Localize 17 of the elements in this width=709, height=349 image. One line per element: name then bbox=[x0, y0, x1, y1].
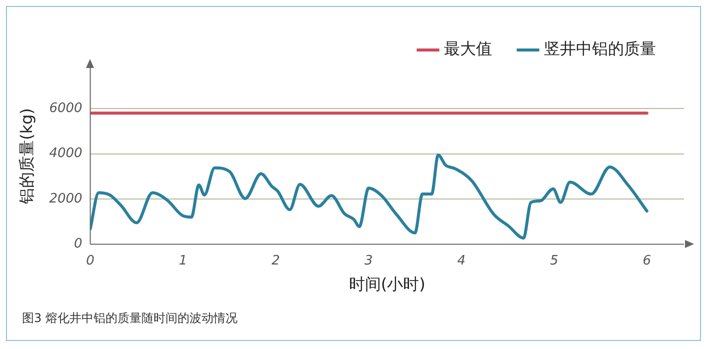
x-tick-label: 6 bbox=[642, 253, 652, 268]
x-tick-label: 5 bbox=[550, 253, 558, 268]
x-tick-label: 1 bbox=[178, 253, 188, 268]
legend-label: 竖井中铝的质量 bbox=[544, 39, 656, 58]
y-axis-title: 铝的质量(kg) bbox=[16, 108, 36, 206]
x-tick-label: 0 bbox=[86, 253, 94, 268]
y-tick-label: 2000 bbox=[49, 191, 82, 206]
x-tick-label: 2 bbox=[272, 253, 280, 268]
y-tick-label: 4000 bbox=[49, 146, 82, 162]
y-tick-label: 0 bbox=[74, 236, 82, 252]
x-axis-title: 时间(小时) bbox=[348, 274, 426, 294]
caption: 图3 熔化井中铝的质量随时间的波动情况 bbox=[22, 310, 238, 327]
y-tick-label: 6000 bbox=[49, 101, 82, 116]
line-series bbox=[90, 153, 648, 240]
legend-label: 最大值 bbox=[444, 39, 492, 58]
x-tick-label: 3 bbox=[364, 253, 373, 268]
x-tick-label: 4 bbox=[457, 253, 466, 268]
